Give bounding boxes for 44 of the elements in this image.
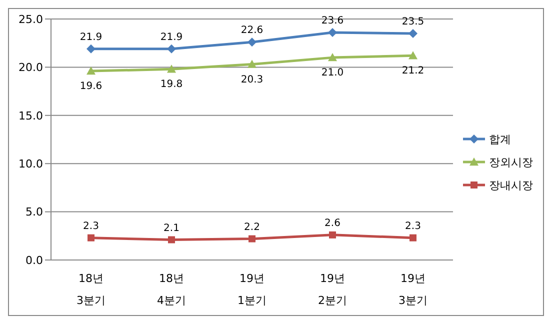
legend-label: 합계 bbox=[489, 132, 511, 146]
point bbox=[248, 38, 256, 47]
data-label: 21.0 bbox=[321, 68, 344, 79]
y-tick-label: 10.0 bbox=[18, 158, 43, 171]
point bbox=[408, 28, 418, 38]
data-label: 2.2 bbox=[244, 222, 260, 233]
x-tick-label: 19년 1분기 bbox=[238, 272, 266, 307]
point bbox=[328, 53, 337, 62]
y-tick-label: 25.0 bbox=[18, 12, 43, 26]
x-tick-label: 18년 4분기 bbox=[157, 272, 186, 307]
point bbox=[329, 231, 336, 238]
point bbox=[408, 51, 418, 60]
x-tick-label: 19년 2분기 bbox=[318, 272, 347, 307]
point bbox=[248, 235, 256, 242]
point bbox=[86, 66, 96, 75]
data-label: 23.6 bbox=[321, 15, 344, 26]
y-tick-label: 0.0 bbox=[26, 254, 43, 267]
data-label: 2.6 bbox=[324, 218, 340, 229]
y-tick-label: 15.0 bbox=[18, 109, 43, 122]
point bbox=[410, 234, 416, 242]
point bbox=[168, 236, 175, 244]
legend-label: 장내시장 bbox=[489, 178, 533, 192]
data-label: 2.1 bbox=[164, 222, 180, 234]
data-label: 21.9 bbox=[80, 32, 102, 43]
data-label: 21.9 bbox=[160, 32, 183, 43]
data-label: 22.6 bbox=[240, 25, 264, 36]
data-label: 2.3 bbox=[83, 220, 99, 232]
point bbox=[167, 64, 176, 73]
x-tick-label: 18년 3분기 bbox=[76, 272, 106, 307]
data-label: 20.3 bbox=[240, 74, 264, 86]
legend-label: 장외시장 bbox=[489, 154, 533, 170]
point bbox=[86, 44, 96, 54]
data-label: 23.5 bbox=[402, 16, 424, 28]
data-label: 19.6 bbox=[80, 81, 102, 92]
point bbox=[328, 28, 337, 37]
y-tick-label: 20.0 bbox=[18, 61, 43, 74]
data-label: 2.3 bbox=[405, 220, 421, 232]
y-tick-label: 5.0 bbox=[26, 206, 43, 219]
point bbox=[88, 234, 94, 242]
data-label: 21.2 bbox=[402, 66, 424, 77]
x-tick-label: 19년 3분기 bbox=[398, 272, 428, 307]
data-label: 19.8 bbox=[160, 79, 183, 90]
point bbox=[167, 44, 176, 54]
point bbox=[248, 60, 256, 68]
